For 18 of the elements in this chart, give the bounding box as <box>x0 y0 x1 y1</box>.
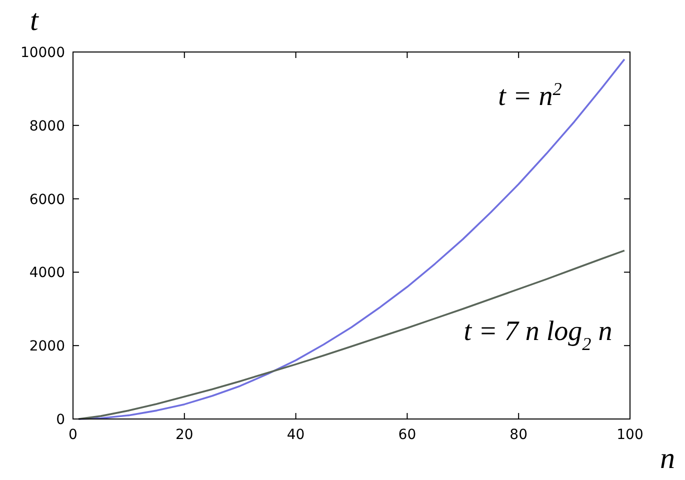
annotation: t = 7 n log$_{2}$ n <box>464 316 612 354</box>
x-tick-label: 80 <box>510 427 528 443</box>
y-tick-label: 6000 <box>29 192 65 208</box>
x-tick-label: 40 <box>286 427 305 443</box>
x-tick-label: 60 <box>398 427 416 443</box>
y-axis-title: t <box>30 4 39 37</box>
y-tick-label: 10000 <box>20 45 65 61</box>
y-tick-label: 4000 <box>29 265 65 282</box>
y-tick-label: 0 <box>56 412 65 428</box>
annotation: t = n$^{2}$ <box>498 79 562 112</box>
line-series <box>78 250 626 420</box>
x-tick-label: 100 <box>616 427 644 443</box>
x-tick-label: 20 <box>175 427 194 443</box>
y-tick-label: 2000 <box>29 338 65 355</box>
line-series <box>78 58 626 420</box>
x-tick-label: 0 <box>68 427 78 443</box>
x-axis-title: n <box>660 442 675 475</box>
y-tick-label: 8000 <box>29 118 65 134</box>
